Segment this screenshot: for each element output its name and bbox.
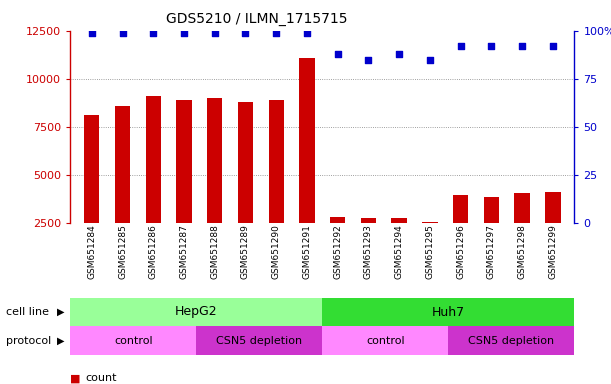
Bar bbox=[422, 222, 437, 223]
Text: GSM651299: GSM651299 bbox=[548, 224, 557, 279]
Bar bbox=[268, 100, 284, 223]
Point bbox=[425, 56, 435, 63]
Bar bbox=[448, 326, 574, 355]
Point bbox=[241, 30, 251, 36]
Bar bbox=[330, 217, 345, 223]
Text: GSM651286: GSM651286 bbox=[148, 224, 158, 279]
Bar bbox=[392, 218, 407, 223]
Text: GSM651288: GSM651288 bbox=[210, 224, 219, 279]
Text: GSM651296: GSM651296 bbox=[456, 224, 465, 279]
Text: GSM651294: GSM651294 bbox=[395, 224, 404, 279]
Text: ■: ■ bbox=[70, 373, 81, 383]
Bar bbox=[70, 326, 196, 355]
Text: control: control bbox=[366, 336, 404, 346]
Point bbox=[148, 30, 158, 36]
Text: count: count bbox=[86, 373, 117, 383]
Text: GSM651298: GSM651298 bbox=[518, 224, 527, 279]
Text: ▶: ▶ bbox=[57, 336, 64, 346]
Point bbox=[271, 30, 281, 36]
Point bbox=[548, 43, 558, 49]
Point bbox=[179, 30, 189, 36]
Bar bbox=[360, 218, 376, 223]
Bar bbox=[453, 195, 468, 223]
Text: GSM651292: GSM651292 bbox=[333, 224, 342, 279]
Text: ▶: ▶ bbox=[57, 307, 64, 317]
Text: protocol: protocol bbox=[6, 336, 51, 346]
Text: GSM651293: GSM651293 bbox=[364, 224, 373, 279]
Bar bbox=[299, 58, 315, 223]
Text: GSM651284: GSM651284 bbox=[87, 224, 97, 279]
Bar bbox=[145, 96, 161, 223]
Bar bbox=[177, 100, 192, 223]
Text: GSM651290: GSM651290 bbox=[272, 224, 280, 279]
Text: control: control bbox=[114, 336, 153, 346]
Point bbox=[210, 30, 219, 36]
Text: GSM651285: GSM651285 bbox=[118, 224, 127, 279]
Bar bbox=[323, 326, 448, 355]
Text: GSM651295: GSM651295 bbox=[425, 224, 434, 279]
Bar bbox=[238, 102, 253, 223]
Text: Huh7: Huh7 bbox=[432, 306, 465, 318]
Bar bbox=[84, 115, 100, 223]
Point bbox=[364, 56, 373, 63]
Text: GDS5210 / ILMN_1715715: GDS5210 / ILMN_1715715 bbox=[166, 12, 348, 25]
Bar bbox=[70, 298, 323, 326]
Bar bbox=[323, 298, 574, 326]
Text: cell line: cell line bbox=[6, 307, 49, 317]
Text: CSN5 depletion: CSN5 depletion bbox=[468, 336, 554, 346]
Bar bbox=[545, 192, 560, 223]
Point bbox=[302, 30, 312, 36]
Bar bbox=[514, 193, 530, 223]
Bar bbox=[115, 106, 130, 223]
Point bbox=[486, 43, 496, 49]
Text: GSM651291: GSM651291 bbox=[302, 224, 312, 279]
Text: GSM651297: GSM651297 bbox=[487, 224, 496, 279]
Text: GSM651289: GSM651289 bbox=[241, 224, 250, 279]
Point bbox=[87, 30, 97, 36]
Point bbox=[456, 43, 466, 49]
Text: HepG2: HepG2 bbox=[175, 306, 218, 318]
Text: CSN5 depletion: CSN5 depletion bbox=[216, 336, 302, 346]
Bar bbox=[484, 197, 499, 223]
Text: GSM651287: GSM651287 bbox=[180, 224, 188, 279]
Point bbox=[333, 51, 343, 57]
Point bbox=[394, 51, 404, 57]
Point bbox=[118, 30, 128, 36]
Bar bbox=[207, 98, 222, 223]
Bar bbox=[196, 326, 323, 355]
Point bbox=[517, 43, 527, 49]
